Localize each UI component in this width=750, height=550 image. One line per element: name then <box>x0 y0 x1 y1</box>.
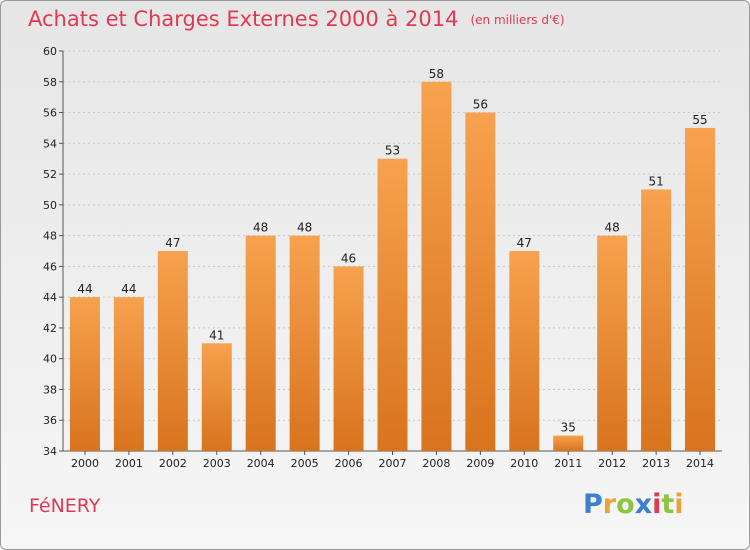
y-tick-label: 44 <box>43 291 57 304</box>
bar <box>377 158 408 451</box>
y-tick-label: 48 <box>43 230 57 243</box>
y-tick-label: 42 <box>43 322 57 335</box>
y-tick-label: 36 <box>43 414 57 427</box>
x-tick-label: 2008 <box>422 457 450 470</box>
y-tick-label: 54 <box>43 137 57 150</box>
data-label: 53 <box>385 144 400 158</box>
data-label: 41 <box>209 328 224 342</box>
x-tick-label: 2012 <box>598 457 626 470</box>
data-label: 55 <box>692 113 707 127</box>
data-label: 47 <box>165 236 180 250</box>
bar <box>245 235 276 451</box>
data-label: 35 <box>561 421 576 435</box>
data-label: 56 <box>473 98 488 112</box>
y-tick-label: 58 <box>43 76 57 89</box>
x-tick-label: 2004 <box>247 457 275 470</box>
y-tick-label: 38 <box>43 383 57 396</box>
bar <box>289 235 320 451</box>
commune-name: FéNERY <box>29 495 101 517</box>
y-tick-label: 50 <box>43 199 57 212</box>
y-tick-label: 60 <box>43 45 57 58</box>
chart-title: Achats et Charges Externes 2000 à 2014 (e… <box>28 7 565 31</box>
y-tick-label: 46 <box>43 260 57 273</box>
bar <box>333 266 364 451</box>
bar <box>509 251 540 451</box>
x-tick-label: 2010 <box>510 457 538 470</box>
data-label: 48 <box>297 221 312 235</box>
y-tick-label: 52 <box>43 168 57 181</box>
bar <box>113 297 144 451</box>
bar <box>201 343 232 451</box>
chart-title-text: Achats et Charges Externes 2000 à 2014 <box>28 7 459 31</box>
x-tick-label: 2005 <box>291 457 319 470</box>
bar <box>421 81 452 452</box>
bar <box>553 435 584 451</box>
y-tick-label: 34 <box>43 445 57 458</box>
bar <box>685 127 716 451</box>
data-label: 46 <box>341 251 356 265</box>
y-tick-label: 40 <box>43 353 57 366</box>
data-label: 44 <box>121 282 136 296</box>
data-label: 51 <box>648 174 663 188</box>
data-label: 47 <box>517 236 532 250</box>
x-tick-label: 2001 <box>115 457 143 470</box>
x-tick-label: 2002 <box>159 457 187 470</box>
data-label: 48 <box>253 221 268 235</box>
bar <box>641 189 672 451</box>
x-tick-label: 2011 <box>554 457 582 470</box>
bar <box>465 112 496 452</box>
x-tick-label: 2000 <box>71 457 99 470</box>
x-tick-label: 2007 <box>379 457 407 470</box>
x-tick-label: 2003 <box>203 457 231 470</box>
x-tick-label: 2014 <box>686 457 714 470</box>
data-label: 58 <box>429 67 444 81</box>
x-tick-label: 2013 <box>642 457 670 470</box>
bar <box>69 297 100 451</box>
x-tick-label: 2009 <box>466 457 494 470</box>
bar <box>157 251 188 451</box>
chart-unit: (en milliers d'€) <box>470 13 565 27</box>
data-label: 44 <box>77 282 92 296</box>
proxiti-logo: Proxiti <box>583 489 684 520</box>
x-tick-label: 2006 <box>335 457 363 470</box>
y-tick-label: 56 <box>43 107 57 120</box>
data-label: 48 <box>605 221 620 235</box>
bar <box>597 235 628 451</box>
